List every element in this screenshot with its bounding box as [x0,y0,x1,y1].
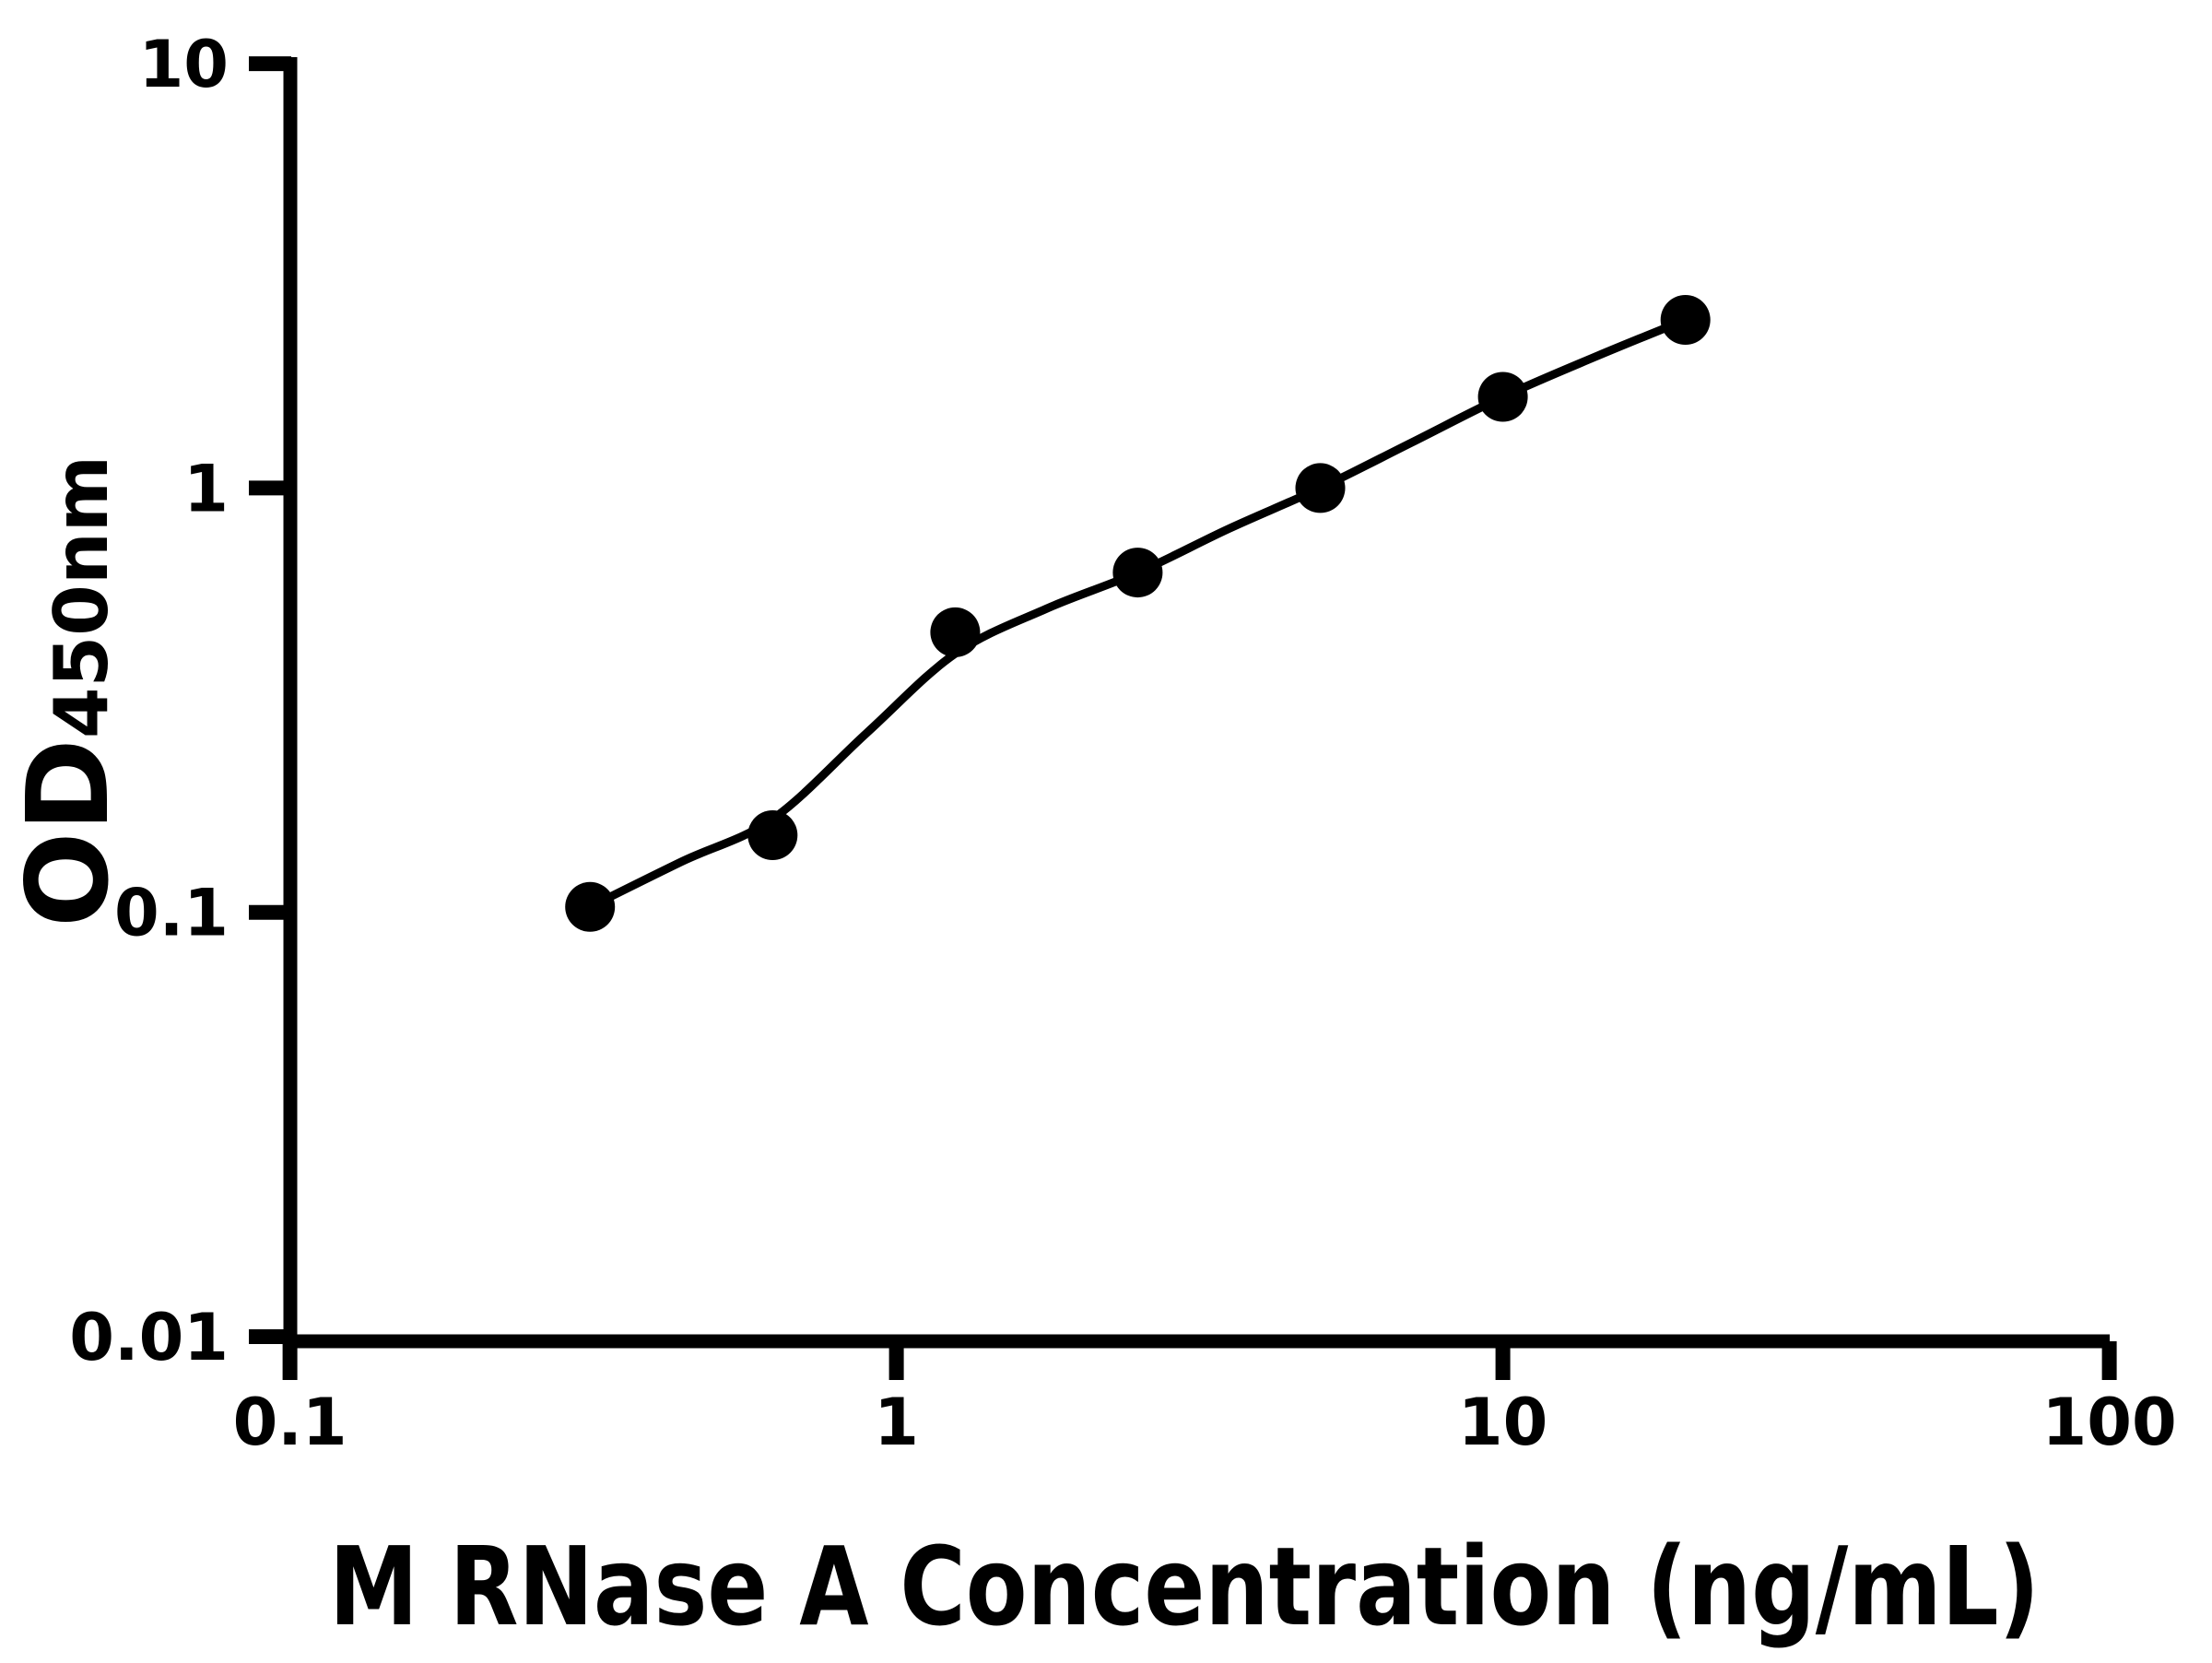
y-tick-label: 1 [183,451,229,526]
data-point [1112,548,1163,598]
x-axis-title: M RNase A Concentration (ng/mL) [329,1523,2040,1650]
y-axis-ticks [249,56,291,1344]
data-point [1295,463,1346,513]
y-tick-label: 10 [139,27,229,102]
x-tick-label: 10 [1458,1385,1547,1460]
data-point [1477,372,1528,422]
x-tick-label: 100 [2042,1385,2177,1460]
data-point [747,810,798,860]
data-point [565,881,616,932]
x-axis-tick-labels: 0.1 1 10 100 [233,1385,2177,1460]
data-points-layer [565,295,1711,932]
y-axis-title: OD450nm [3,455,134,927]
y-axis-title-subscript: 450nm [39,455,124,738]
data-point [1660,295,1711,345]
x-tick-label: 0.1 [233,1385,347,1460]
y-axis-title-main: OD [3,738,134,927]
x-tick-label: 1 [874,1385,919,1460]
data-point [930,607,981,657]
x-axis-ticks [282,1341,2117,1380]
y-axis-tick-labels: 0.01 0.1 1 10 [69,27,229,1375]
y-tick-label: 0.01 [69,1300,229,1375]
y-tick-label: 0.1 [114,876,229,951]
